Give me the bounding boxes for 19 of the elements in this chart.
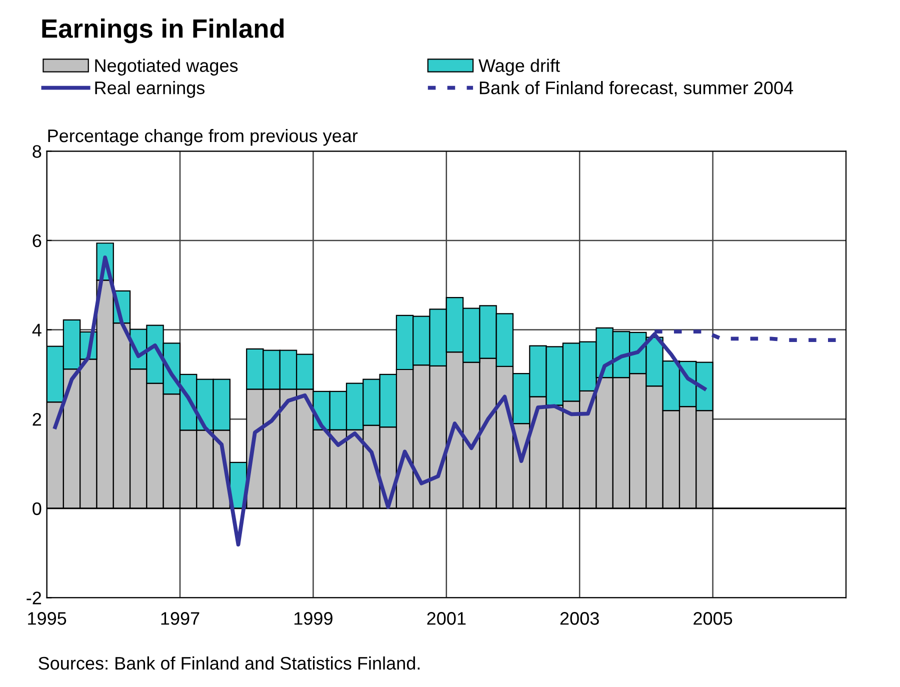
chart-title: Earnings in Finland [42,18,284,44]
legend-label: Wage drift [478,58,560,76]
x-tick-label: 2001 [427,612,466,625]
legend-label: Bank of Finland forecast, summer 2004 [480,80,794,96]
y-tick-label: 0 [32,502,42,516]
x-tick-label: 2003 [560,612,599,625]
y-tick-label: 6 [32,234,42,248]
x-tick-label: 1995 [28,612,66,625]
y-tick-label: 8 [32,145,42,158]
y-tick-label: -2 [26,592,42,604]
x-tick-label: 2005 [694,612,732,625]
x-tick-label: 1999 [294,612,332,625]
y-tick-label: 2 [32,413,42,426]
source-note: Sources: Bank of Finland and Statistics Finland. [38,656,420,670]
x-tick-label: 1997 [161,612,200,625]
y-axis-title: Percentage change from previous year [48,128,358,146]
legend-label: Real earnings [95,80,205,98]
y-tick-label: 4 [32,324,42,336]
legend-label: Negotiated wages [95,58,238,76]
